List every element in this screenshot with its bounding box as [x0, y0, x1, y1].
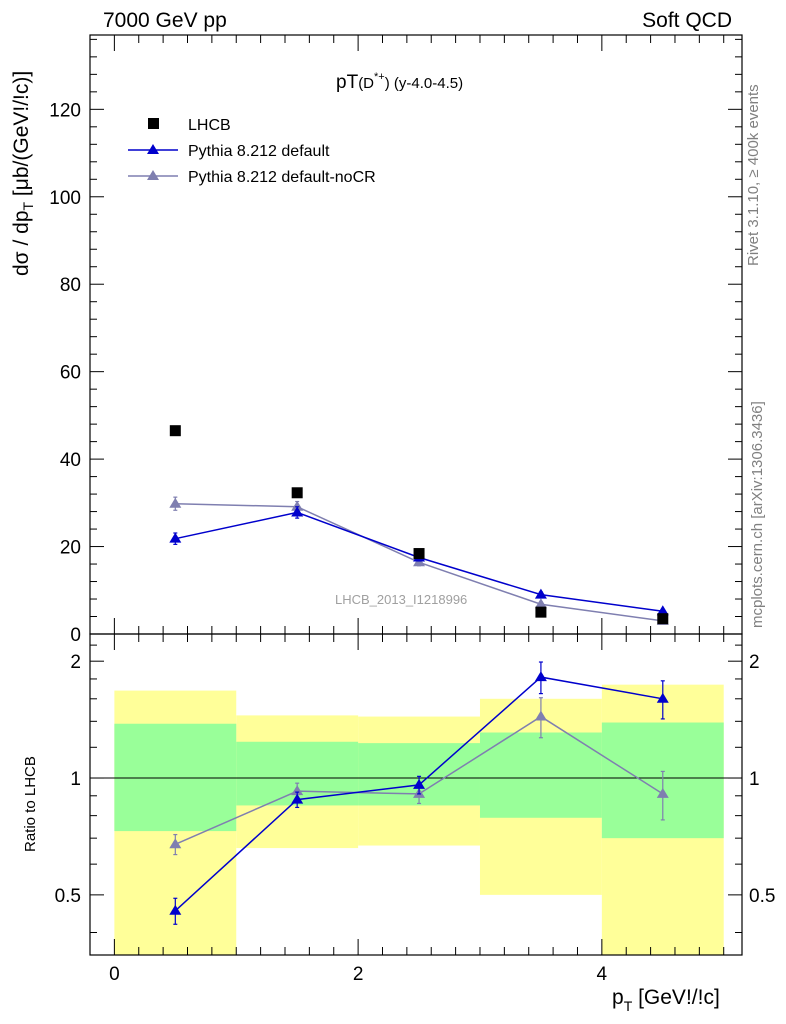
ratio-y-tick-label-right: 2 — [749, 652, 760, 673]
ratio-noCR-point — [534, 710, 547, 721]
header-left: 7000 GeV pp — [103, 9, 227, 32]
lhcb-data-point — [413, 548, 425, 560]
lhcb-data-point — [169, 425, 181, 437]
noCR-point — [291, 500, 304, 511]
main-y-tick-label: 120 — [49, 100, 81, 121]
main-y-tick-label: 40 — [60, 450, 81, 471]
legend-marker-default — [147, 144, 159, 154]
main-y-tick-label: 0 — [70, 625, 81, 646]
x-tick-label: 0 — [109, 964, 120, 985]
ratio-default-point — [413, 778, 426, 789]
lhcb-data-point — [657, 613, 669, 625]
noCR-point — [534, 598, 547, 609]
rivet-version: Rivet 3.1.10, ≥ 400k events — [745, 84, 762, 266]
default-point — [169, 532, 182, 543]
ratio-noCR-point — [291, 785, 304, 796]
noCR-point — [169, 497, 182, 508]
main-title: pT(D*+) (y-4.0-4.5) — [336, 71, 463, 93]
ratio-y-tick-label-right: 1 — [749, 769, 760, 790]
ratio-default-point — [291, 793, 304, 804]
ratio-y-tick-label-left: 2 — [70, 652, 81, 673]
ratio-y-tick-label-right: 0.5 — [749, 886, 775, 907]
header-right: Soft QCD — [642, 9, 732, 32]
uncertainty-band-green — [114, 723, 237, 832]
ratio-default-point — [534, 671, 547, 682]
ratio-frame — [89, 633, 743, 956]
x-tick-label: 2 — [353, 964, 364, 985]
default-point — [656, 605, 669, 616]
legend-label-nocr: Pythia 8.212 default-noCR — [188, 169, 376, 186]
ratio-y-tick-label-left: 1 — [70, 769, 81, 790]
mcplots-reference: mcplots.cern.ch [arXiv:1306.3436] — [749, 401, 766, 628]
main-y-tick-label: 80 — [60, 275, 81, 296]
ratio-noCR-point — [169, 838, 182, 849]
legend-label-lhcb: LHCB — [188, 117, 231, 134]
x-tick-label: 4 — [597, 964, 608, 985]
main-y-tick-label: 20 — [60, 538, 81, 559]
legend-marker-lhcb — [148, 118, 159, 129]
x-axis-label: pT [GeV!/!c] — [612, 986, 720, 1014]
legend-label-default: Pythia 8.212 default — [188, 143, 330, 160]
legend: LHCB Pythia 8.212 default Pythia 8.212 d… — [128, 117, 376, 186]
legend-marker-nocr — [147, 170, 159, 180]
ratio-noCR-point — [656, 787, 669, 798]
axes: 0 20 40 60 80 100 120 0 2 4 0.5 0.5 1 1 2 2 — [49, 34, 775, 985]
ratio-panel — [90, 684, 742, 955]
lhcb-data-point — [535, 606, 547, 618]
ratio-y-tick-label-left: 0.5 — [55, 886, 81, 907]
analysis-watermark: LHCB_2013_I1218996 — [335, 592, 467, 607]
default-point — [291, 506, 304, 517]
chart-marks — [169, 425, 669, 925]
ratio-default-point — [169, 904, 182, 915]
main-y-tick-label: 60 — [60, 363, 81, 384]
ratio-y-axis-label: Ratio to LHCB — [22, 756, 39, 852]
uncertainty-band-green — [479, 732, 602, 818]
ratio-default-point — [656, 692, 669, 703]
default-point — [534, 588, 547, 599]
main-y-tick-label: 100 — [49, 188, 81, 209]
main-y-axis-label: dσ / dpT [μb/(GeV!/!c)] — [10, 70, 37, 276]
lhcb-data-point — [291, 487, 303, 499]
